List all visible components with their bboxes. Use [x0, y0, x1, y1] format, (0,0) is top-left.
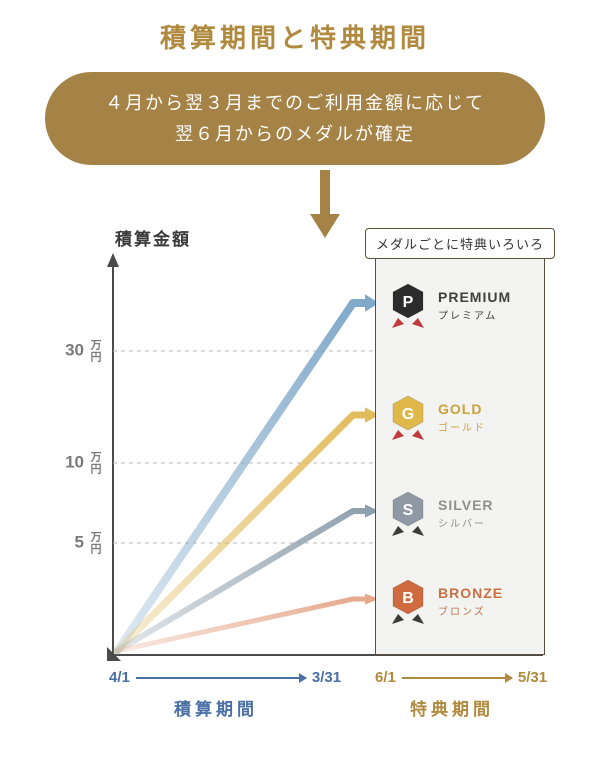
period-bar: 6/1 5/31 [375, 669, 547, 686]
ytick-value: 10 [65, 452, 84, 471]
bubble-line-2: 翌６月からのメダルが確定 [75, 119, 515, 150]
page-title: 積算期間と特典期間 [0, 0, 590, 55]
period-end: 3/31 [312, 669, 341, 686]
medal-item-gold: G GOLD ゴールド [388, 394, 486, 440]
medal-panel: メダルごとに特典いろいろ P PREMIUM プレミアム G GOLD ゴー [375, 255, 545, 655]
plot: メダルごとに特典いろいろ P PREMIUM プレミアム G GOLD ゴー [113, 255, 543, 655]
medal-name-en: PREMIUM [438, 289, 511, 305]
svg-text:P: P [403, 294, 414, 311]
ytick-unit: 万円 [87, 531, 103, 555]
bubble-line-1: ４月から翌３月までのご利用金額に応じて [75, 88, 515, 119]
medal-name-jp: シルバー [438, 515, 494, 530]
medal-badge-icon: G [388, 394, 428, 440]
medal-item-premium: P PREMIUM プレミアム [388, 282, 511, 328]
medal-name-jp: ゴールド [438, 419, 486, 434]
medal-name-jp: プレミアム [438, 307, 511, 322]
period-arrow-icon [402, 677, 512, 679]
medal-name-en: SILVER [438, 497, 494, 513]
medal-item-bronze: B BRONZE ブロンズ [388, 578, 503, 624]
ytick: 5万円 [75, 531, 103, 555]
medal-item-silver: S SILVER シルバー [388, 490, 494, 536]
medal-name-en: BRONZE [438, 585, 503, 601]
svg-text:B: B [402, 590, 414, 607]
period-bar: 4/1 3/31 [109, 669, 341, 686]
ytick-unit: 万円 [87, 339, 103, 363]
medal-panel-tab: メダルごとに特典いろいろ [365, 228, 555, 259]
medal-name-en: GOLD [438, 401, 486, 417]
ytick: 10万円 [65, 451, 103, 475]
period-label: 特典期間 [410, 695, 494, 720]
description-bubble: ４月から翌３月までのご利用金額に応じて 翌６月からのメダルが確定 [45, 72, 545, 165]
svg-text:G: G [402, 406, 414, 423]
medal-badge-icon: P [388, 282, 428, 328]
chart: 積算金額 メダルごとに特典いろいろ P PREMIUM プレミアム G [45, 225, 555, 725]
period-label: 積算期間 [174, 695, 258, 720]
period-end: 5/31 [518, 669, 547, 686]
period-start: 4/1 [109, 669, 130, 686]
ytick-value: 30 [65, 340, 84, 359]
period-start: 6/1 [375, 669, 396, 686]
medal-name-jp: ブロンズ [438, 603, 503, 618]
medal-badge-icon: S [388, 490, 428, 536]
medal-badge-icon: B [388, 578, 428, 624]
ytick: 30万円 [65, 339, 103, 363]
svg-text:S: S [403, 502, 414, 519]
ytick-unit: 万円 [87, 451, 103, 475]
yaxis-title: 積算金額 [115, 225, 191, 250]
ytick-value: 5 [75, 532, 84, 551]
period-arrow-icon [136, 677, 306, 679]
